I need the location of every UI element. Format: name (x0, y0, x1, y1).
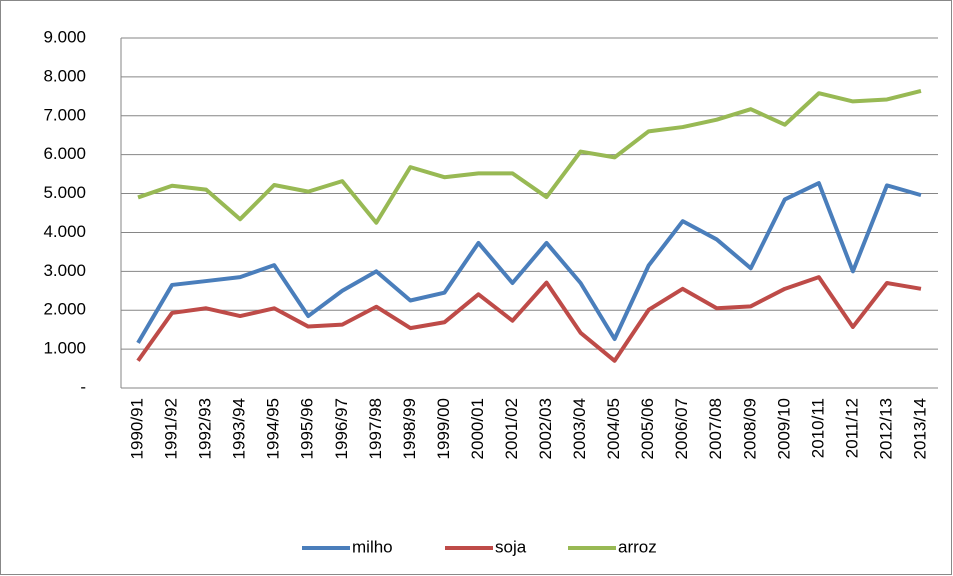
y-tick-label: 6.000 (43, 144, 86, 163)
x-tick-label: 2007/08 (706, 398, 725, 459)
x-tick-label: 1998/99 (400, 398, 419, 459)
x-tick-label: 2008/09 (740, 398, 759, 459)
x-tick-label: 1990/91 (128, 398, 147, 459)
x-tick-label: 2001/02 (502, 398, 521, 459)
x-tick-label: 2002/03 (536, 398, 555, 459)
y-tick-label: 7.000 (43, 105, 86, 124)
x-tick-label: 1997/98 (366, 398, 385, 459)
legend-label: soja (495, 537, 527, 556)
x-tick-label: 2006/07 (672, 398, 691, 459)
y-tick-label: 3.000 (43, 261, 86, 280)
legend-label: arroz (618, 537, 657, 556)
x-tick-label: 2000/01 (468, 398, 487, 459)
x-tick-label: 1992/93 (196, 398, 215, 459)
x-tick-label: 2004/05 (604, 398, 623, 459)
y-tick-label: - (80, 377, 86, 396)
x-tick-label: 2010/11 (808, 398, 827, 458)
x-tick-label: 2011/12 (842, 398, 861, 458)
x-tick-label: 1995/96 (298, 398, 317, 459)
y-tick-label: 5.000 (43, 183, 86, 202)
x-tick-label: 2003/04 (570, 398, 589, 459)
x-tick-label: 2012/13 (876, 398, 895, 459)
x-tick-label: 2013/14 (910, 398, 929, 459)
y-tick-label: 2.000 (43, 300, 86, 319)
x-tick-label: 1994/95 (264, 398, 283, 459)
x-tick-label: 2005/06 (638, 398, 657, 459)
series-line (136, 275, 922, 363)
x-tick-label: 1999/00 (434, 398, 453, 459)
x-tick-label: 1991/92 (162, 398, 181, 459)
x-tick-label: 1993/94 (230, 398, 249, 459)
y-tick-label: 8.000 (43, 66, 86, 85)
y-tick-label: 1.000 (43, 339, 86, 358)
x-tick-label: 2009/10 (774, 398, 793, 459)
x-tick-label: 1996/97 (332, 398, 351, 459)
series-line (137, 88, 922, 225)
y-tick-label: 4.000 (43, 222, 86, 241)
y-tick-label: 9.000 (43, 27, 86, 46)
legend-label: milho (352, 537, 393, 556)
series-line (136, 181, 922, 344)
